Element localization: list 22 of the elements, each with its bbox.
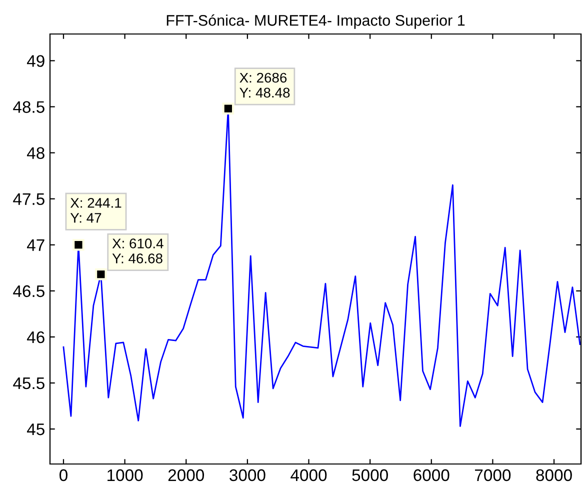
y-tick-label: 45 [26,424,44,436]
y-tick-label: 48 [26,147,44,159]
y-tick-label: 45.5 [13,378,44,390]
x-tick-label: 7000 [475,469,511,482]
y-tick-label: 47 [26,239,44,251]
x-tick-label: 8000 [536,469,572,482]
annotation: X: 610.4 Y: 46.68 [112,238,164,264]
x-tick-label: 5000 [352,469,388,482]
x-tick-label: 4000 [290,469,327,482]
x-tick-label: 1000 [108,469,143,482]
y-tick-label: 47.5 [13,193,44,206]
y-tick-label: 48.5 [13,101,44,113]
x-tick-label: 3000 [230,469,266,482]
x-tick-label: 6000 [414,469,450,482]
y-tick-label: 46.5 [13,285,44,298]
chart-title: FFT-Sónica- MURETE4- Impacto Superior 1 [166,14,465,29]
x-tick-label: 2000 [168,469,204,482]
x-tick-label: 0 [60,469,68,482]
y-tick-label: 46 [26,331,44,344]
annotation: X: 2686 Y: 48.48 [240,72,290,98]
annotation: X: 244.1 Y: 47 [70,198,122,223]
y-tick-label: 49 [26,55,44,67]
